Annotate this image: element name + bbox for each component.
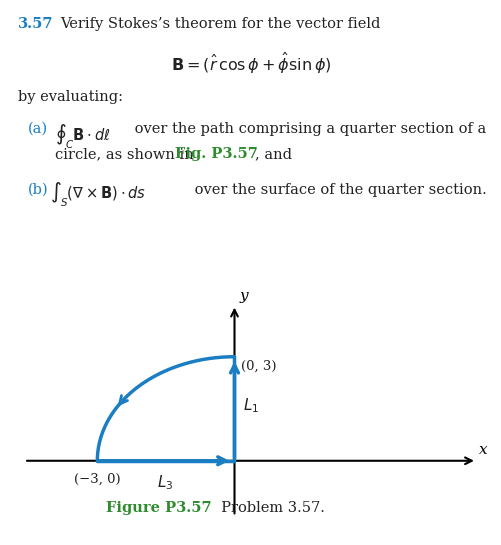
- Text: $\mathbf{B} = (\hat{r}\,\cos\phi + \hat{\phi}\sin\phi)$: $\mathbf{B} = (\hat{r}\,\cos\phi + \hat{…: [171, 51, 331, 76]
- Text: $\int_S (\nabla \times \mathbf{B}) \cdot ds$: $\int_S (\nabla \times \mathbf{B}) \cdot…: [50, 181, 146, 209]
- Text: Problem 3.57.: Problem 3.57.: [211, 500, 325, 514]
- Text: by evaluating:: by evaluating:: [18, 90, 123, 105]
- Text: y: y: [240, 289, 248, 303]
- Text: $L_3$: $L_3$: [157, 473, 173, 492]
- Text: , and: , and: [255, 147, 292, 161]
- Text: x: x: [479, 443, 488, 457]
- Text: over the surface of the quarter section.: over the surface of the quarter section.: [190, 183, 487, 197]
- Text: Fig. P3.57: Fig. P3.57: [175, 147, 258, 161]
- Text: (a): (a): [28, 122, 48, 136]
- Text: $L_1$: $L_1$: [242, 396, 259, 415]
- Text: (−3, 0): (−3, 0): [75, 473, 121, 486]
- Text: Verify Stokes’s theorem for the vector field: Verify Stokes’s theorem for the vector f…: [60, 17, 380, 31]
- Text: $\oint_C \mathbf{B} \cdot d\ell$: $\oint_C \mathbf{B} \cdot d\ell$: [55, 122, 111, 150]
- Text: over the path comprising a quarter section of a: over the path comprising a quarter secti…: [130, 122, 486, 136]
- Text: Figure P3.57: Figure P3.57: [106, 500, 211, 514]
- Text: circle, as shown in: circle, as shown in: [55, 147, 198, 161]
- Text: (0, 3): (0, 3): [241, 360, 277, 373]
- Text: (b): (b): [28, 183, 49, 197]
- Text: 3.57: 3.57: [18, 17, 54, 31]
